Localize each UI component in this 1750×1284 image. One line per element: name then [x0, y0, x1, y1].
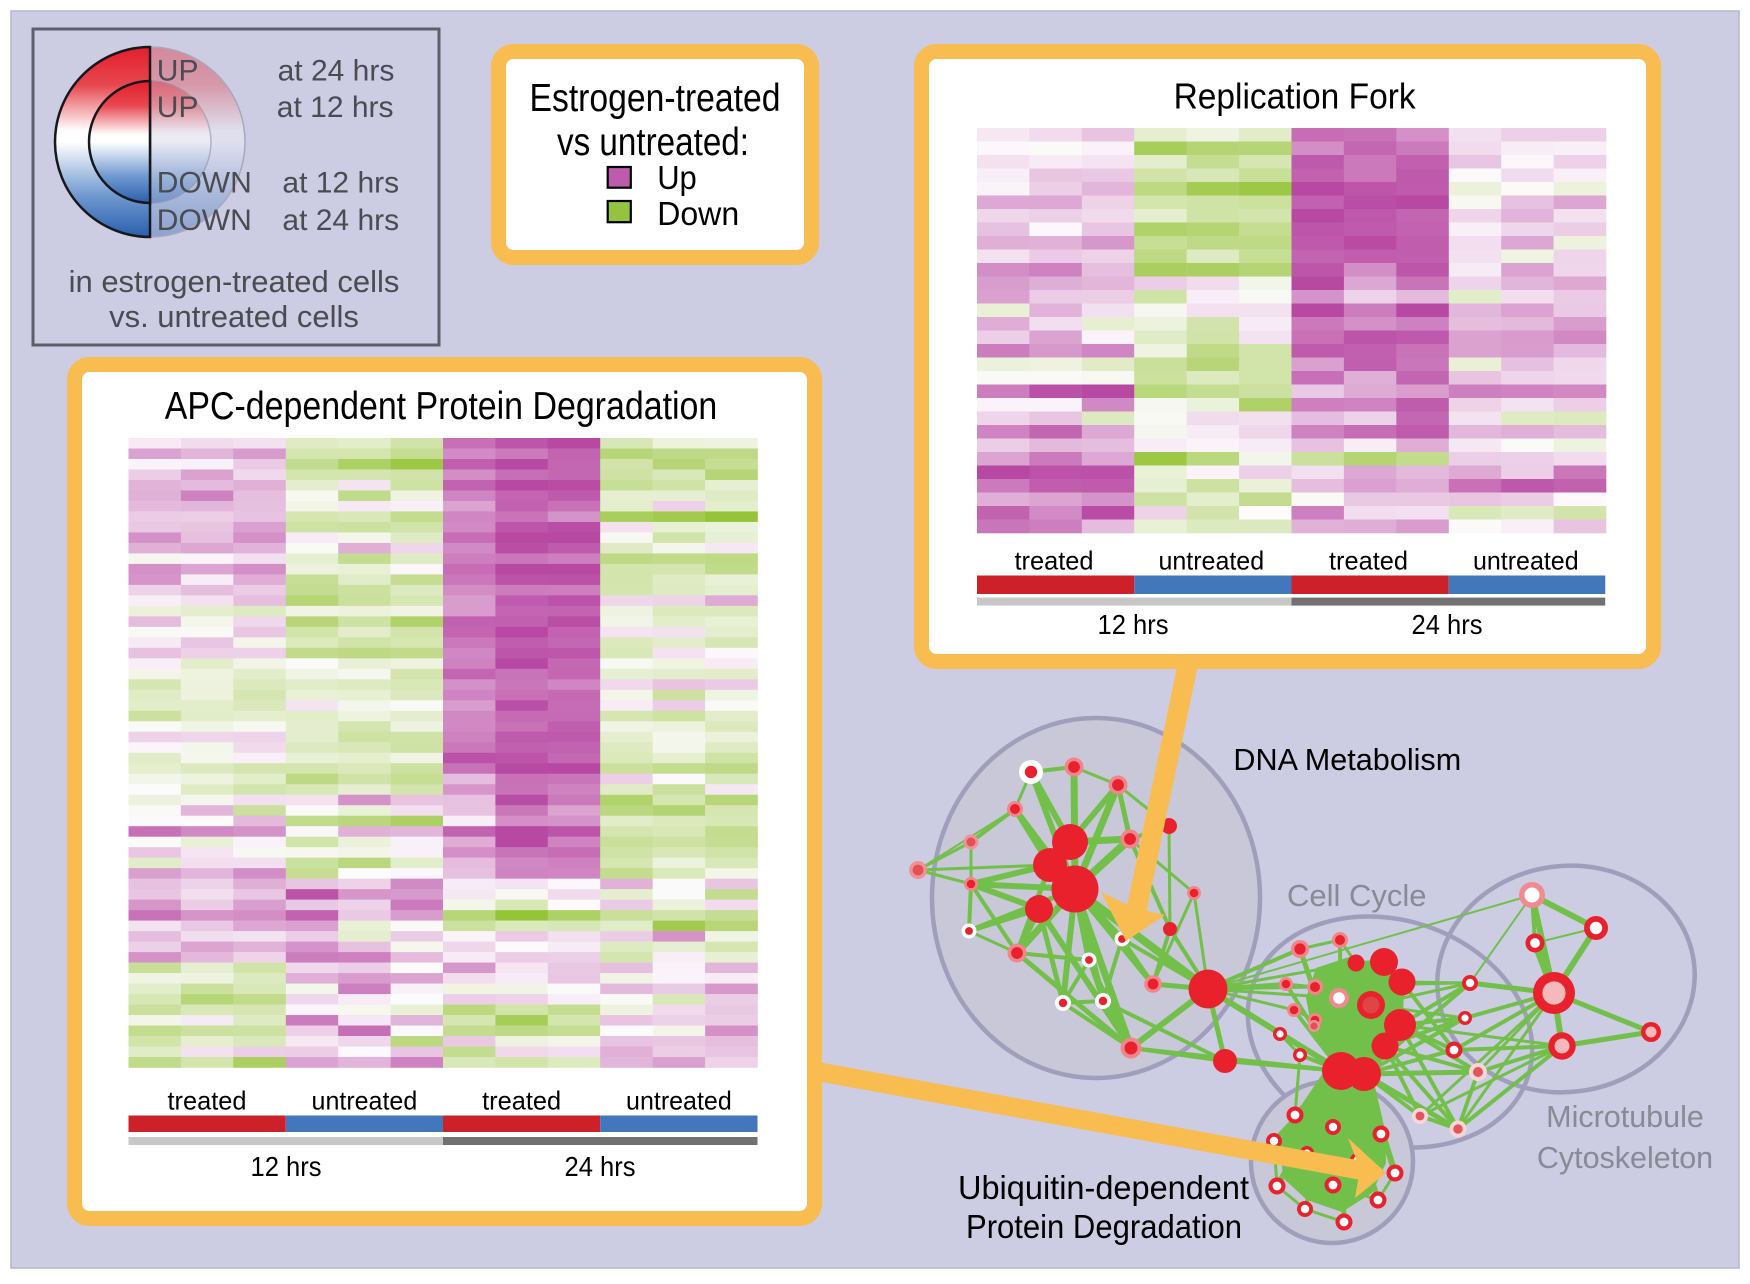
svg-text:at 24 hrs: at 24 hrs — [282, 204, 399, 237]
svg-text:treated: treated — [168, 1086, 247, 1116]
svg-text:Up: Up — [657, 160, 697, 197]
svg-text:12 hrs: 12 hrs — [1098, 609, 1169, 640]
svg-text:untreated: untreated — [626, 1086, 732, 1116]
svg-text:vs untreated:: vs untreated: — [557, 121, 749, 164]
svg-text:Ubiquitin-dependent: Ubiquitin-dependent — [958, 1169, 1249, 1206]
svg-text:UP: UP — [157, 54, 199, 87]
svg-text:vs. untreated cells: vs. untreated cells — [109, 299, 359, 334]
svg-text:at 24 hrs: at 24 hrs — [278, 54, 395, 87]
svg-text:at 12 hrs: at 12 hrs — [277, 91, 394, 124]
svg-text:Replication Fork: Replication Fork — [1174, 75, 1417, 116]
svg-text:treated: treated — [482, 1086, 561, 1116]
svg-text:APC-dependent Protein Degradat: APC-dependent Protein Degradation — [165, 385, 718, 428]
svg-text:Protein Degradation: Protein Degradation — [966, 1208, 1242, 1245]
svg-text:24 hrs: 24 hrs — [565, 1151, 636, 1182]
svg-text:Cell Cycle: Cell Cycle — [1287, 878, 1427, 913]
svg-text:untreated: untreated — [1158, 546, 1264, 576]
svg-text:treated: treated — [1329, 546, 1408, 576]
svg-text:24 hrs: 24 hrs — [1412, 609, 1483, 640]
svg-text:Cytoskeleton: Cytoskeleton — [1537, 1141, 1713, 1175]
svg-text:treated: treated — [1015, 546, 1094, 576]
svg-text:at 12 hrs: at 12 hrs — [282, 166, 399, 199]
svg-text:DOWN: DOWN — [157, 166, 252, 199]
svg-text:untreated: untreated — [312, 1086, 418, 1116]
svg-text:in estrogen-treated cells: in estrogen-treated cells — [69, 264, 400, 299]
svg-text:UP: UP — [157, 91, 199, 124]
svg-text:DNA Metabolism: DNA Metabolism — [1233, 743, 1461, 777]
svg-text:Down: Down — [657, 196, 739, 233]
svg-text:DOWN: DOWN — [157, 204, 252, 237]
svg-text:untreated: untreated — [1473, 546, 1579, 576]
svg-text:Microtubule: Microtubule — [1546, 1100, 1704, 1134]
svg-text:Estrogen-treated: Estrogen-treated — [530, 77, 781, 120]
svg-text:12 hrs: 12 hrs — [251, 1151, 322, 1182]
